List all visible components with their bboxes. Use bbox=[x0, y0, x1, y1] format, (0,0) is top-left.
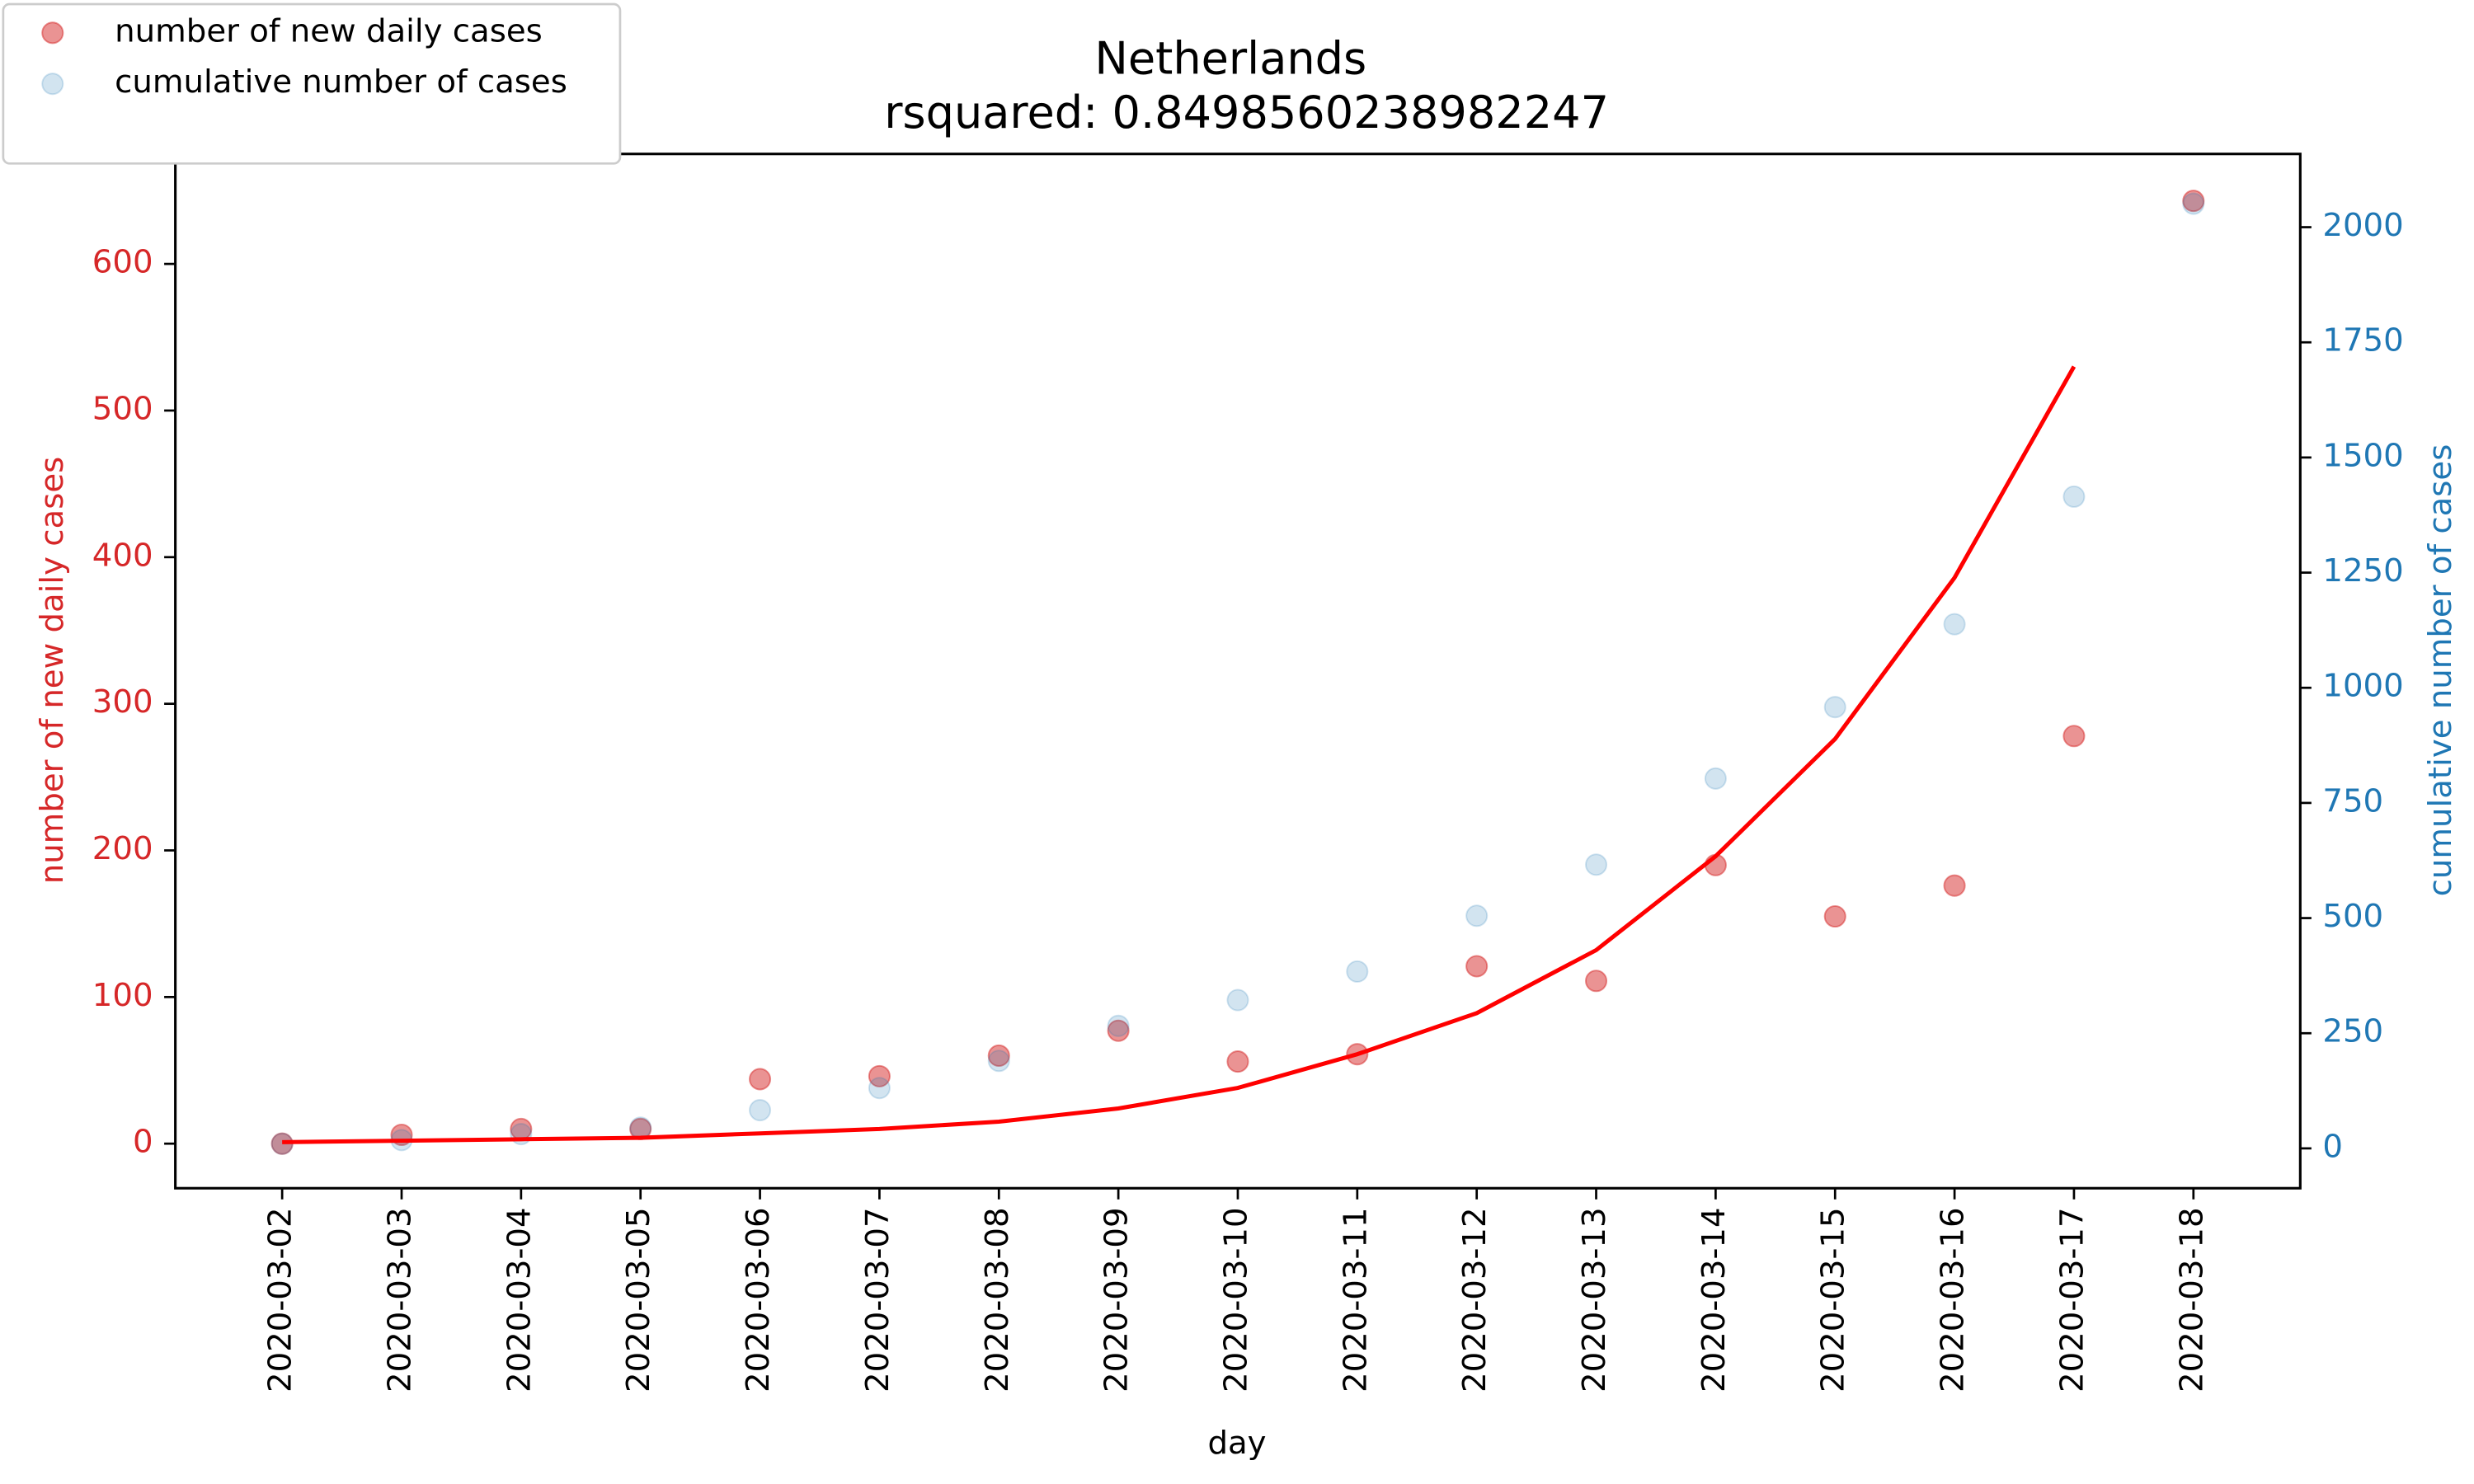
data-point bbox=[2062, 725, 2086, 748]
y2-tick-label: 0 bbox=[2322, 1128, 2343, 1165]
x-tick-label: 2020-03-16 bbox=[1935, 1207, 1972, 1392]
x-tick-label: 2020-03-12 bbox=[1456, 1207, 1493, 1392]
y-tick-label: 100 bbox=[92, 977, 153, 1014]
data-point bbox=[868, 1064, 891, 1087]
x-tick-label: 2020-03-10 bbox=[1217, 1207, 1254, 1392]
y2-tick-label: 2000 bbox=[2322, 207, 2403, 244]
x-tick-label: 2020-03-18 bbox=[2173, 1207, 2210, 1392]
y2-tick-label: 1000 bbox=[2322, 668, 2403, 705]
x-tick-label: 2020-03-09 bbox=[1098, 1207, 1136, 1392]
data-point bbox=[749, 1068, 772, 1091]
y2-axis-label: cumulative number of cases bbox=[2422, 444, 2459, 897]
x-tick-label: 2020-03-05 bbox=[620, 1207, 657, 1392]
x-tick-label: 2020-03-13 bbox=[1576, 1207, 1613, 1392]
fit-line bbox=[282, 365, 2077, 1144]
x-tick-label: 2020-03-04 bbox=[501, 1207, 538, 1392]
y2-tick-label: 500 bbox=[2322, 898, 2383, 935]
data-point bbox=[1704, 767, 1727, 790]
x-tick-label: 2020-03-08 bbox=[979, 1207, 1016, 1392]
data-point bbox=[1823, 904, 1846, 928]
legend-marker bbox=[41, 73, 64, 96]
data-point bbox=[1226, 989, 1249, 1012]
x-tick-label: 2020-03-07 bbox=[859, 1207, 896, 1392]
data-point bbox=[1584, 853, 1608, 876]
y-tick-label: 600 bbox=[92, 244, 153, 281]
y2-tick-label: 1750 bbox=[2322, 322, 2403, 359]
data-point bbox=[1465, 955, 1489, 978]
y2-tick-label: 250 bbox=[2322, 1013, 2383, 1050]
x-axis-label: day bbox=[1207, 1425, 1266, 1462]
data-point bbox=[629, 1116, 652, 1139]
data-point bbox=[749, 1099, 772, 1122]
y-axis-label: number of new daily cases bbox=[34, 457, 71, 885]
data-point bbox=[2062, 485, 2086, 508]
x-tick-label: 2020-03-17 bbox=[2053, 1207, 2091, 1392]
data-point bbox=[2182, 192, 2205, 215]
legend-marker bbox=[41, 21, 64, 45]
chart-title: Netherlands bbox=[1094, 32, 1366, 84]
data-point bbox=[1107, 1019, 1130, 1042]
data-point bbox=[1823, 696, 1846, 719]
x-tick-label: 2020-03-11 bbox=[1337, 1207, 1374, 1392]
legend-box bbox=[2, 2, 622, 165]
data-point bbox=[987, 1050, 1010, 1073]
chart-subtitle: rsquared: 0.8498560238982247 bbox=[884, 87, 1609, 139]
x-tick-label: 2020-03-14 bbox=[1696, 1207, 1733, 1392]
x-tick-label: 2020-03-03 bbox=[381, 1207, 418, 1392]
y-tick-label: 300 bbox=[92, 683, 153, 721]
data-point bbox=[1943, 613, 1966, 636]
data-point bbox=[868, 1077, 891, 1100]
legend-label: cumulative number of cases bbox=[115, 63, 567, 101]
y2-tick-label: 750 bbox=[2322, 782, 2383, 819]
data-point bbox=[1584, 970, 1608, 993]
y2-tick-label: 1500 bbox=[2322, 437, 2403, 474]
y-tick-label: 500 bbox=[92, 390, 153, 427]
data-point bbox=[1107, 1014, 1130, 1037]
x-tick-label: 2020-03-02 bbox=[262, 1207, 299, 1392]
y-tick-label: 400 bbox=[92, 537, 153, 574]
y2-tick-label: 1250 bbox=[2322, 552, 2403, 589]
y-tick-label: 0 bbox=[133, 1124, 153, 1161]
plot-frame bbox=[174, 153, 2302, 1190]
data-point bbox=[2182, 190, 2205, 213]
data-point bbox=[1465, 904, 1489, 928]
data-point bbox=[1943, 874, 1966, 897]
legend-label: number of new daily cases bbox=[115, 12, 543, 49]
x-tick-label: 2020-03-15 bbox=[1815, 1207, 1852, 1392]
data-point bbox=[1346, 960, 1369, 983]
data-point bbox=[1226, 1050, 1249, 1073]
x-tick-label: 2020-03-06 bbox=[740, 1207, 777, 1392]
data-point bbox=[987, 1044, 1010, 1067]
y-tick-label: 200 bbox=[92, 830, 153, 867]
